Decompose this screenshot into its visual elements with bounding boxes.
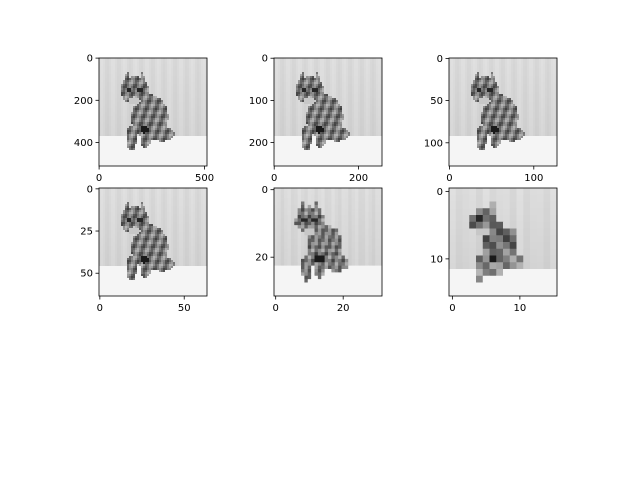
subplot-1: 0 500 0 200 400 <box>74 54 214 184</box>
axes-frame <box>273 187 383 297</box>
y-tick-label: 20 <box>255 253 268 264</box>
x-tick-label: 200 <box>349 173 368 184</box>
y-tick-label: 0 <box>262 185 268 196</box>
cat-image-512 <box>99 58 208 167</box>
subplot-6: 0 10 0 10 <box>430 187 558 314</box>
x-tick-label: 500 <box>195 173 214 184</box>
y-tick-label: 200 <box>74 96 93 107</box>
y-tick-label: 0 <box>437 54 443 65</box>
x-tick-label: 100 <box>524 173 543 184</box>
x-tick-label: 0 <box>273 303 279 314</box>
cat-image-32 <box>274 188 383 297</box>
subplot-2: 0 200 0 100 200 <box>249 54 383 184</box>
x-tick-label: 0 <box>271 173 277 184</box>
cat-image-16 <box>449 188 558 297</box>
x-tick-label: 50 <box>178 303 191 314</box>
subplot-4: 0 50 0 25 50 <box>80 184 208 314</box>
x-tick-label: 0 <box>97 303 103 314</box>
y-tick-label: 10 <box>430 254 443 265</box>
y-tick-label: 100 <box>424 138 443 149</box>
subplot-3: 0 100 0 50 100 <box>424 54 558 184</box>
axes-frame <box>98 57 208 167</box>
cat-image-256 <box>274 58 383 167</box>
axes-frame <box>448 187 558 297</box>
axes-frame <box>273 57 383 167</box>
y-tick-label: 200 <box>249 138 268 149</box>
cat-image-128 <box>449 58 558 167</box>
y-tick-label: 0 <box>262 54 268 65</box>
y-tick-label: 50 <box>430 96 443 107</box>
y-tick-label: 0 <box>87 54 93 65</box>
y-tick-label: 50 <box>80 269 93 280</box>
axes-frame <box>448 57 558 167</box>
cat-image-64 <box>99 188 208 297</box>
x-tick-label: 0 <box>449 303 455 314</box>
y-tick-label: 0 <box>437 187 443 198</box>
subplot-5: 0 20 0 20 <box>255 185 383 314</box>
y-tick-label: 400 <box>74 138 93 149</box>
y-tick-label: 0 <box>87 184 93 195</box>
x-tick-label: 10 <box>514 303 527 314</box>
axes-frame <box>98 187 208 297</box>
x-tick-label: 0 <box>446 173 452 184</box>
y-tick-label: 25 <box>80 227 93 238</box>
x-tick-label: 20 <box>337 303 350 314</box>
x-tick-label: 0 <box>96 173 102 184</box>
y-tick-label: 100 <box>249 96 268 107</box>
